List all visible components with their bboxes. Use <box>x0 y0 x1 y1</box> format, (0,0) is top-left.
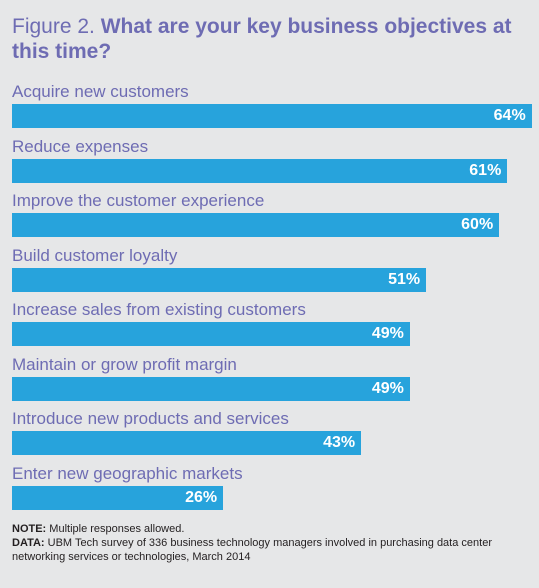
figure-number: Figure 2. <box>12 15 95 38</box>
category-label: Enter new geographic markets <box>12 463 243 483</box>
value-label: 64% <box>493 107 526 124</box>
category-label: Improve the customer experience <box>12 191 265 210</box>
category-label: Acquire new customers <box>12 82 189 101</box>
data-source-line: DATA: UBM Tech survey of 336 business te… <box>12 536 527 564</box>
note-text: Multiple responses allowed. <box>46 523 185 535</box>
note-line: NOTE: Multiple responses allowed. <box>12 522 527 536</box>
value-label: 51% <box>388 270 421 288</box>
value-label: 43% <box>323 434 356 451</box>
value-label: 61% <box>469 161 502 179</box>
category-label: Increase sales from existing customers <box>12 300 306 319</box>
bar <box>12 485 224 510</box>
data-label: DATA: <box>12 537 45 549</box>
bar <box>12 267 427 292</box>
bar <box>12 104 532 128</box>
note-label: NOTE: <box>12 523 47 535</box>
category-label: Maintain or grow profit margin <box>12 354 237 374</box>
value-label: 26% <box>185 488 218 506</box>
chart-notes: NOTE: Multiple responses allowed. DATA: … <box>12 522 527 564</box>
value-label: 60% <box>461 216 494 233</box>
value-label: 49% <box>371 379 404 397</box>
bar <box>12 431 362 455</box>
category-label: Build customer loyalty <box>12 245 178 265</box>
value-label: 49% <box>371 325 404 342</box>
bar <box>12 158 508 183</box>
data-source-text: UBM Tech survey of 336 business technolo… <box>12 537 492 563</box>
category-label: Introduce new products and services <box>12 409 289 428</box>
chart-question: What are your key business objectives at… <box>12 15 512 63</box>
bar <box>12 322 410 346</box>
bar <box>12 213 500 237</box>
bar <box>12 376 410 401</box>
category-label: Reduce expenses <box>12 136 149 156</box>
chart-title: Figure 2. What are your key business obj… <box>12 14 527 64</box>
